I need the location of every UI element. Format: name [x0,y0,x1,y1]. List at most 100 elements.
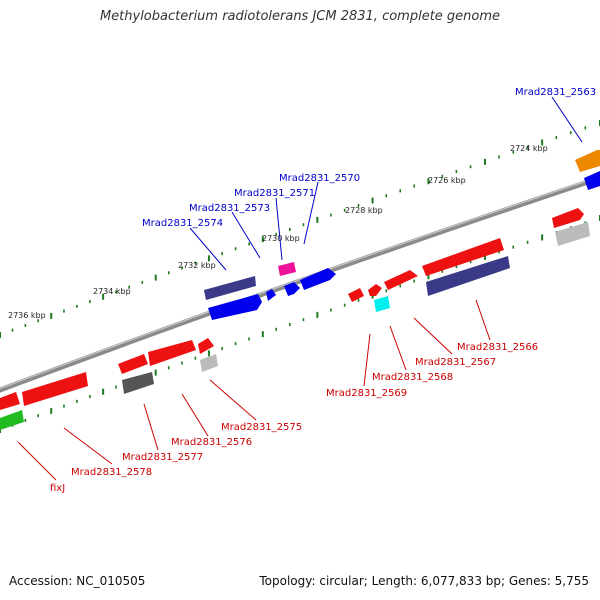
kbp-2730: 2730 kbp [262,234,300,243]
lower-track-tick [275,327,277,331]
gene-mrad2831-2571[interactable] [284,282,300,296]
upper-track-tick [154,274,157,281]
lower-track-tick [207,350,210,357]
gene-magenta-upper[interactable] [278,262,296,276]
leader-2578 [63,427,113,465]
lower-track-tick [261,331,264,338]
accession-text: Accession: NC_010505 [9,574,146,588]
label-mrad2831-2568[interactable]: Mrad2831_2568 [372,372,453,383]
upper-track-tick [371,197,374,204]
lower-track-tick [89,395,91,399]
leader-2568 [389,325,407,371]
gene-mrad2831-2578[interactable] [22,372,88,406]
gene-grey-lower[interactable] [200,354,218,372]
label-mrad2831-2577[interactable]: Mrad2831_2577 [122,452,203,463]
lower-track-tick [76,399,78,403]
kbp-2732: 2732 kbp [178,261,216,270]
label-mrad2831-2566[interactable]: Mrad2831_2566 [457,342,538,353]
lower-track-tick [115,385,117,389]
upper-track-tick [343,208,346,212]
genome-backbone-highlight [0,175,600,390]
lower-track-tick [498,250,500,254]
gene-grey-right[interactable] [555,222,590,246]
lower-track-tick [289,323,291,326]
label-mrad2831-2578[interactable]: Mrad2831_2578 [71,467,152,478]
gene-cyan-lower[interactable] [374,296,390,312]
lower-track-tick [427,273,430,280]
upper-track-tick [316,216,319,223]
gene-mrad2831-2570[interactable] [300,268,336,290]
lower-track-tick [441,269,444,273]
gene-mrad2831-2569[interactable] [348,288,364,302]
upper-track-tick [181,266,183,270]
lower-track-tick [50,407,53,414]
lower-track-tick [37,414,39,418]
lower-track-tick [512,245,515,249]
upper-track-tick [498,155,500,159]
label-mrad2831-2574[interactable]: Mrad2831_2574 [142,218,223,229]
leader-2577 [143,403,159,451]
gene-mrad2831-2573[interactable] [266,289,276,301]
upper-track-tick [483,158,486,165]
lower-track-tick [357,298,360,302]
gene-mrad2831-2568[interactable] [368,284,382,296]
upper-track-tick [128,285,130,289]
gene-mrad2831-2563[interactable] [575,150,600,172]
gene-fixj[interactable] [0,410,24,430]
lower-track-tick [526,240,529,244]
lower-track-tick [385,289,388,293]
kbp-2734: 2734 kbp [93,287,131,296]
lower-track-tick [63,404,65,408]
gene-blue-upper-right[interactable] [584,171,600,190]
label-mrad2831-2563[interactable]: Mrad2831_2563 [515,87,596,98]
gene-navy-upper-1[interactable] [204,276,256,300]
label-fixj[interactable]: fixJ [50,483,65,494]
upper-track-tick [115,290,117,294]
gene-navy-lower[interactable] [426,256,510,296]
leader-2570 [303,181,319,245]
lower-track-tick [154,369,157,376]
kbp-labels: 2724 kbp 2726 kbp 2728 kbp 2730 kbp 2732… [8,144,548,320]
gene-mrad2831-2567[interactable] [384,270,418,290]
lower-track-tick [330,308,332,312]
upper-track-tick [526,145,529,149]
label-mrad2831-2569[interactable]: Mrad2831_2569 [326,388,407,399]
leader-2576 [181,393,209,437]
gene-mrad2831-2575[interactable] [198,338,214,354]
gene-darkgrey-lower[interactable] [122,372,154,394]
upper-track-tick [289,228,291,231]
gene-mrad2831-2577[interactable] [118,354,148,374]
gene-mrad2831-2566[interactable] [422,238,504,276]
label-mrad2831-2573[interactable]: Mrad2831_2573 [189,203,270,214]
label-mrad2831-2576[interactable]: Mrad2831_2576 [171,437,252,448]
leader-2574 [189,227,227,271]
label-mrad2831-2575[interactable]: Mrad2831_2575 [221,422,302,433]
upper-track-tick [584,126,587,130]
upper-track-tick [63,309,65,313]
topology-summary-text: Topology: circular; Length: 6,077,833 bp… [259,574,589,588]
label-mrad2831-2571[interactable]: Mrad2831_2571 [234,188,315,199]
gene-red-right-1[interactable] [552,208,584,228]
upper-track-tick [541,139,544,146]
upper-track-tick [569,131,572,135]
gene-red-left[interactable] [0,392,20,410]
upper-track-tick [102,293,105,300]
upper-track-tick [275,232,277,236]
leader-2575 [209,379,257,421]
upper-track-tick [555,136,558,140]
gene-mrad2831-2576[interactable] [148,340,196,366]
upper-track-tick [385,194,388,198]
label-mrad2831-2567[interactable]: Mrad2831_2567 [415,357,496,368]
upper-gene-labels: Mrad2831_2563 Mrad2831_2570 Mrad2831_257… [142,87,596,229]
lower-track-tick [455,265,458,269]
label-mrad2831-2570[interactable]: Mrad2831_2570 [279,173,360,184]
gene-mrad2831-2574[interactable] [208,294,262,320]
lower-track-tick [0,427,1,433]
upper-track-tick [330,213,332,217]
upper-track-tick [11,328,14,332]
leader-2573 [231,211,261,259]
lower-track-tick [413,279,416,283]
lower-gene-labels: Mrad2831_2566 Mrad2831_2567 Mrad2831_256… [50,342,538,494]
upper-track-tick [413,184,416,188]
